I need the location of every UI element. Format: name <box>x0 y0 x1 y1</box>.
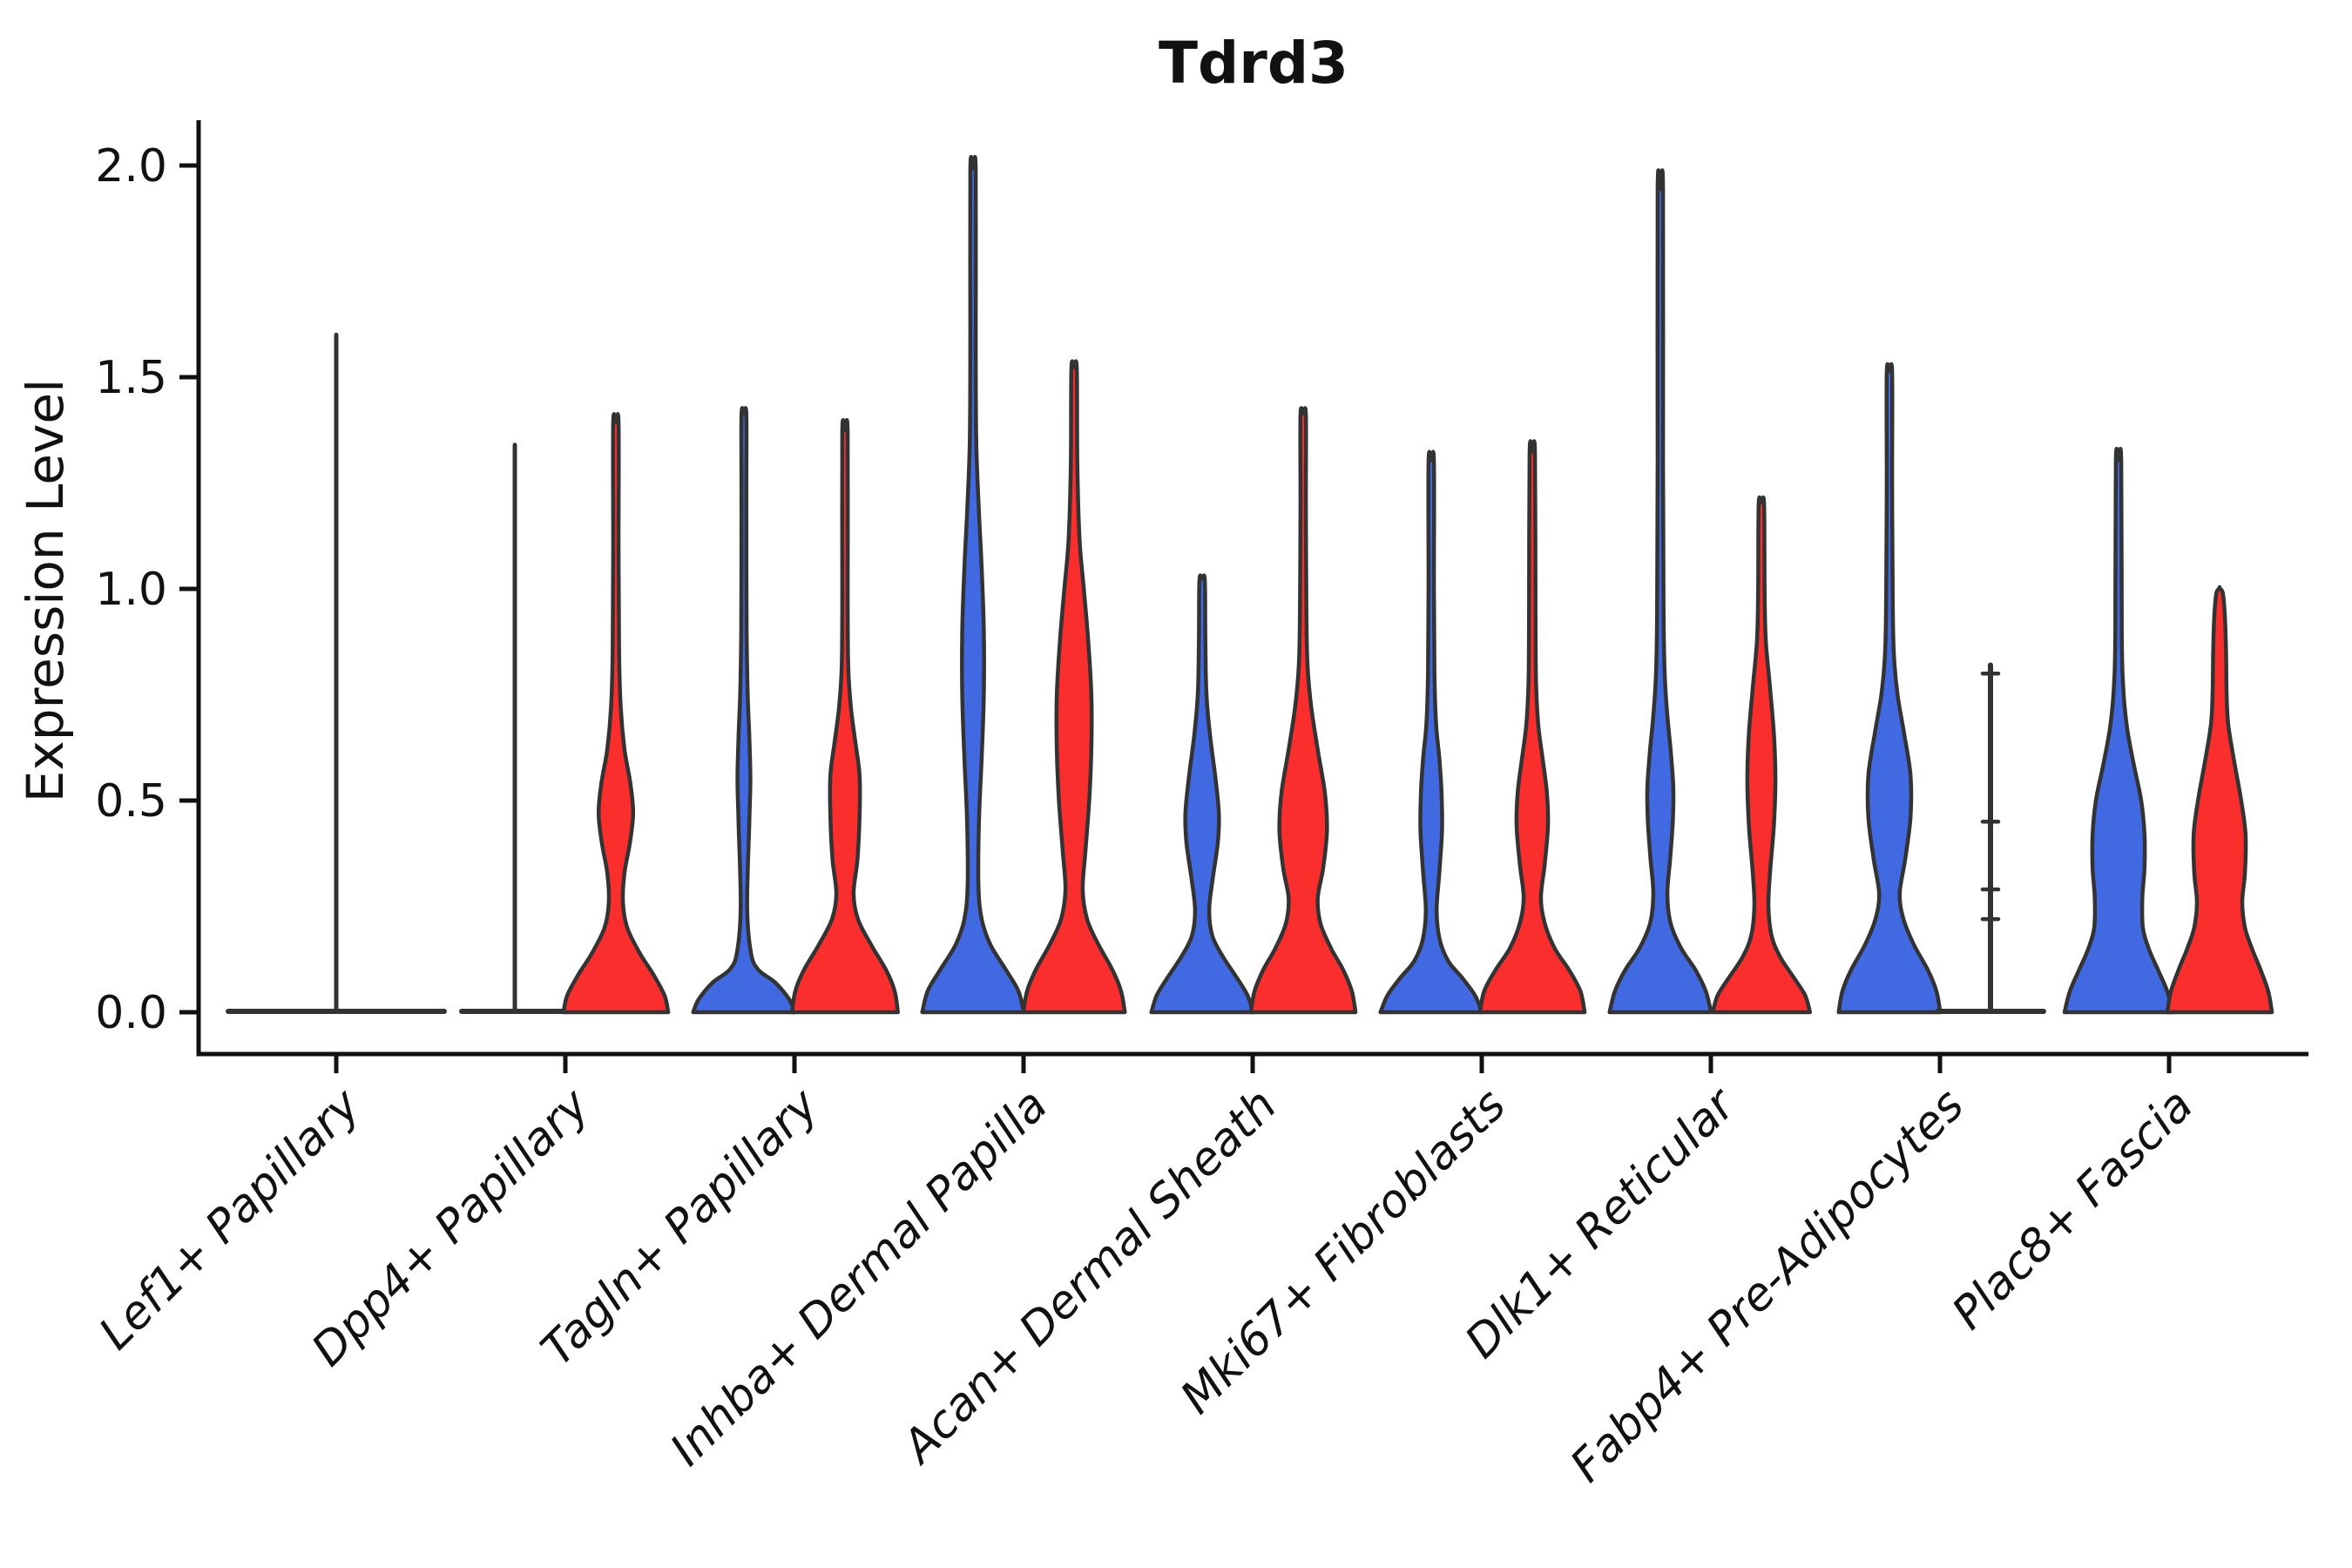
y-tick-label: 0.0 <box>95 987 167 1039</box>
violin-red <box>561 412 671 1015</box>
y-tick-label: 2.0 <box>95 140 167 193</box>
violin-red <box>2165 585 2274 1015</box>
x-tick-label: Plac8+ Fascia <box>1943 1079 2203 1340</box>
violin-blue <box>1607 168 1713 1015</box>
x-tick-label: Acan+ Dermal Sheath <box>891 1079 1287 1475</box>
x-tick-label: Fabp4+ Pre-Adipocytes <box>1561 1079 1975 1493</box>
violin-red <box>789 418 901 1015</box>
y-axis-label: Expression Level <box>16 379 75 802</box>
chart-title: Tdrd3 <box>1159 30 1348 97</box>
y-tick-label: 0.5 <box>95 775 167 828</box>
violin-red <box>1248 406 1358 1015</box>
violin-blue <box>920 154 1026 1015</box>
violin-red <box>1021 359 1127 1015</box>
x-tick-label: Inhba+ Dermal Papilla <box>660 1079 1058 1477</box>
y-tick-label: 1.5 <box>95 352 167 404</box>
violin-red <box>1477 439 1587 1015</box>
y-tick-label: 1.0 <box>95 564 167 616</box>
violin-blue <box>1378 449 1484 1015</box>
violin-blue <box>691 406 797 1015</box>
violin-blue <box>1149 573 1255 1015</box>
violin-red <box>1710 495 1813 1015</box>
violin-blue <box>2062 446 2175 1015</box>
violin-blue <box>1836 362 1943 1015</box>
